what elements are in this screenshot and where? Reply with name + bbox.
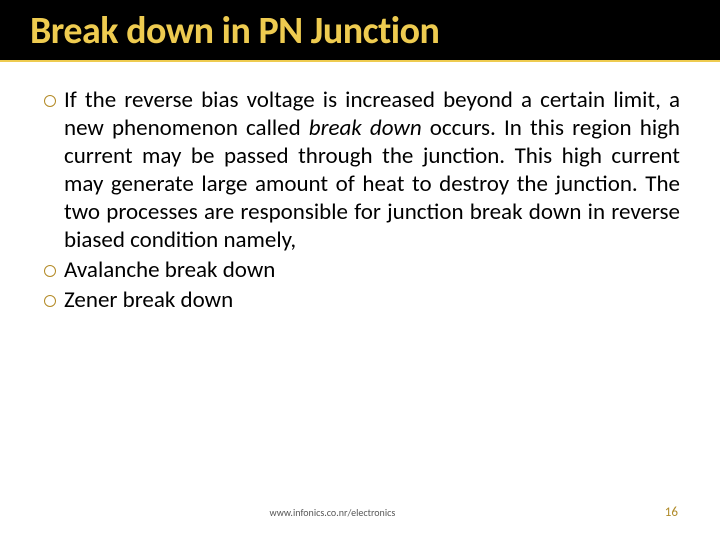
- bullet-marker-icon: [44, 265, 56, 277]
- bullet-text-main: If the reverse bias voltage is increased…: [64, 86, 680, 254]
- bullet-text-avalanche: Avalanche break down: [64, 256, 680, 284]
- slide-footer: www.infonics.co.nr/electronics 16: [0, 505, 720, 520]
- slide-content: If the reverse bias voltage is increased…: [0, 62, 720, 314]
- bullet-marker-icon: [44, 95, 56, 107]
- footer-url: www.infonics.co.nr/electronics: [270, 506, 396, 519]
- slide-title: Break down in PN Junction: [30, 8, 690, 54]
- bullet-item: Zener break down: [44, 286, 680, 314]
- bullet-text-zener: Zener break down: [64, 286, 680, 314]
- page-number: 16: [665, 505, 678, 520]
- bullet-item: Avalanche break down: [44, 256, 680, 284]
- bullet-item: If the reverse bias voltage is increased…: [44, 86, 680, 254]
- bullet-marker-icon: [44, 295, 56, 307]
- title-bar: Break down in PN Junction: [0, 0, 720, 62]
- bullet-text-italic: break down: [309, 114, 422, 142]
